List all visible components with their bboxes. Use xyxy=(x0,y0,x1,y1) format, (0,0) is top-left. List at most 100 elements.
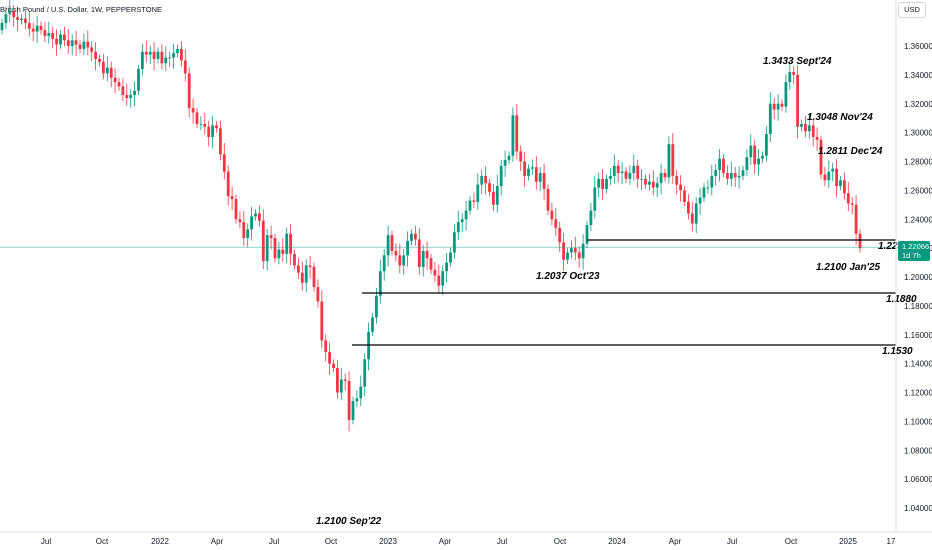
candle xyxy=(488,178,491,197)
candle xyxy=(324,334,328,362)
candle xyxy=(117,77,121,91)
candle xyxy=(741,165,745,181)
candle xyxy=(683,186,686,207)
candle xyxy=(125,83,129,106)
candle xyxy=(835,159,838,198)
candle xyxy=(242,210,246,246)
candle xyxy=(367,322,370,371)
price-axis[interactable]: 1.36000 1.34000 1.32000 1.30000 1.28000 1.260… xyxy=(895,0,932,532)
candle xyxy=(780,99,784,111)
x-tick-label: 2022 xyxy=(151,537,169,546)
candle xyxy=(328,342,331,375)
candle xyxy=(714,164,718,186)
candle xyxy=(98,54,101,67)
candle xyxy=(261,209,265,269)
candle xyxy=(425,241,429,270)
candle xyxy=(183,49,187,82)
candle xyxy=(141,43,144,76)
candle xyxy=(804,116,807,138)
y-tick-label: 1.24000 xyxy=(904,215,932,224)
candle xyxy=(16,7,19,32)
candle xyxy=(616,159,620,183)
candle xyxy=(109,61,113,88)
candle xyxy=(172,43,175,69)
candle xyxy=(152,42,156,71)
candle xyxy=(164,46,168,72)
candle xyxy=(449,248,452,267)
candle xyxy=(47,21,51,44)
candle xyxy=(289,224,292,266)
candle xyxy=(8,0,12,23)
candle xyxy=(628,165,632,185)
candle xyxy=(277,241,281,265)
candle xyxy=(538,166,542,192)
candle xyxy=(624,167,628,184)
candle xyxy=(417,228,421,275)
candle xyxy=(484,166,487,195)
symbol-title: British Pound / U.S. Dollar, 1W, PEPPERS… xyxy=(0,5,162,14)
candle xyxy=(492,184,495,211)
candle xyxy=(651,170,655,196)
candle xyxy=(640,169,643,191)
candle xyxy=(207,120,211,147)
candle xyxy=(410,229,413,246)
candle xyxy=(476,173,480,210)
x-tick-label: Apr xyxy=(669,537,682,546)
candle xyxy=(180,41,183,67)
candle xyxy=(761,151,764,163)
candle xyxy=(59,30,62,49)
candle xyxy=(39,21,43,35)
candle xyxy=(312,262,316,292)
candle xyxy=(768,92,772,142)
current-price-label[interactable]: 1.22066 1d 7h xyxy=(898,241,930,261)
candle xyxy=(258,205,261,227)
candle xyxy=(460,213,464,232)
candle xyxy=(581,234,585,270)
support-level-label: 1.2237 xyxy=(878,241,909,252)
candle xyxy=(850,197,854,215)
y-tick-label: 1.16000 xyxy=(904,331,932,340)
x-tick-label: Apr xyxy=(211,537,224,546)
candle xyxy=(375,287,378,324)
time-axis[interactable]: Jul Oct 2022 Apr Jul Oct 2023 Apr Jul Oct 2024 Apr J… xyxy=(0,531,932,546)
candle xyxy=(156,47,160,64)
candle xyxy=(402,249,406,275)
y-tick-label: 1.06000 xyxy=(904,475,932,484)
x-tick-label: 17 xyxy=(887,537,896,546)
candle xyxy=(745,149,749,177)
candle xyxy=(515,104,519,160)
candle xyxy=(390,230,394,256)
candle xyxy=(823,166,827,187)
candle xyxy=(772,97,776,120)
candle xyxy=(733,166,737,187)
candle xyxy=(113,68,117,94)
candle xyxy=(4,6,8,29)
annotations-layer: 1.3433 Sept'24 1.3048 Nov'24 1.2811 Dec'24… xyxy=(316,56,883,527)
candle xyxy=(667,136,671,184)
candle xyxy=(843,172,846,200)
candle xyxy=(612,154,616,184)
candle xyxy=(636,159,640,189)
price-annotation: 1.3433 Sept'24 xyxy=(763,56,832,67)
candle xyxy=(499,159,503,196)
candle xyxy=(332,359,335,373)
currency-button[interactable]: USD xyxy=(898,2,926,18)
candle xyxy=(211,115,214,149)
y-tick-label: 1.14000 xyxy=(904,360,932,369)
candle xyxy=(620,162,624,185)
candle xyxy=(121,78,125,102)
candle xyxy=(219,120,222,161)
candle xyxy=(203,112,207,135)
candle xyxy=(800,119,803,132)
candle xyxy=(293,249,296,270)
candle xyxy=(445,253,448,283)
current-price-value: 1.22066 xyxy=(902,242,929,251)
candle xyxy=(788,60,792,90)
candle xyxy=(351,396,355,425)
y-tick-label: 1.30000 xyxy=(904,129,932,138)
candle xyxy=(663,168,667,182)
candle xyxy=(74,30,78,56)
candle xyxy=(66,28,70,54)
candle xyxy=(12,5,16,27)
